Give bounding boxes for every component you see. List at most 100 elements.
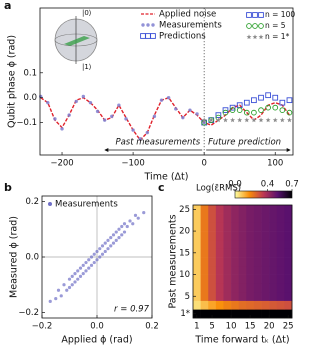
- bloch-wedge: [64, 36, 90, 46]
- point: [46, 100, 50, 105]
- heat-cell: [215, 213, 224, 223]
- heat-cell: [246, 248, 255, 258]
- x-tick-label: −200: [50, 159, 73, 169]
- heat-cell: [215, 239, 224, 249]
- point: [100, 244, 105, 248]
- heat-cell: [276, 300, 285, 310]
- heat-cell: [208, 274, 217, 284]
- legend-swatch: [141, 23, 145, 27]
- y-axis-label: Measured ϕ (rad): [9, 216, 20, 298]
- y-axis-label: Past measurements: [168, 214, 179, 308]
- point: [87, 266, 91, 270]
- point: [89, 255, 94, 259]
- point: [272, 117, 278, 123]
- point: [110, 114, 114, 119]
- y-tick-label: 0.0: [23, 93, 37, 103]
- heat-cell: [276, 231, 285, 241]
- legend-swatch: [146, 23, 150, 27]
- point: [84, 260, 88, 265]
- heat-cell: [200, 274, 209, 284]
- point: [78, 274, 83, 279]
- heat-cell: [223, 239, 232, 249]
- heat-cell: [269, 248, 278, 258]
- point: [159, 98, 164, 102]
- colorbar-label: Log(ε̄RMS): [196, 183, 241, 193]
- heat-cell: [269, 274, 278, 284]
- point: [201, 117, 207, 123]
- heat-cell: [193, 257, 201, 267]
- point: [136, 216, 140, 220]
- heat-cell: [276, 291, 285, 301]
- heat-cell: [261, 231, 270, 241]
- heat-cell: [269, 231, 278, 241]
- point: [265, 92, 271, 99]
- panel-label: c: [158, 181, 165, 194]
- heat-cell: [231, 283, 239, 293]
- point: [106, 247, 110, 251]
- heat-cell: [208, 265, 217, 275]
- point: [98, 247, 102, 251]
- heat-cell: [200, 300, 209, 310]
- heat-cell: [246, 265, 255, 275]
- legend-swatch: [246, 34, 252, 40]
- point: [76, 269, 80, 273]
- legend-swatch: [246, 23, 252, 29]
- heat-cell: [238, 239, 247, 249]
- legend-swatch: [150, 33, 156, 39]
- point: [103, 241, 107, 245]
- heat-cell: [208, 283, 217, 293]
- y-axis-label: Qubit phase ϕ (rad): [7, 35, 18, 128]
- point: [286, 97, 293, 104]
- point: [106, 238, 110, 242]
- heat-cell: [246, 274, 255, 284]
- point: [125, 224, 129, 229]
- point: [166, 95, 171, 100]
- heat-cell: [284, 291, 293, 301]
- point: [208, 117, 214, 123]
- heat-cell: [215, 265, 224, 275]
- heat-cell: [193, 283, 201, 293]
- heat-cell: [284, 205, 293, 214]
- colorbar-tick-label: 0.4: [261, 180, 275, 190]
- legend-swatch: [252, 23, 258, 29]
- heat-cell: [253, 231, 262, 241]
- plot-frame: [39, 7, 294, 156]
- heat-cell: [261, 205, 270, 214]
- heat-cell: [269, 257, 278, 267]
- heat-cell: [246, 257, 255, 267]
- heat-cell: [246, 205, 255, 214]
- heat-cell: [261, 265, 270, 275]
- heat-cell: [284, 300, 293, 310]
- legend-label: n = 100: [265, 10, 295, 19]
- heat-cell: [253, 239, 262, 249]
- point: [188, 108, 192, 112]
- heat-cell: [261, 257, 270, 267]
- point: [67, 113, 71, 117]
- x-axis-label: Time forward tₖ (Δt): [194, 335, 289, 346]
- point: [142, 211, 146, 215]
- legend-swatch: [140, 33, 146, 39]
- y-tick-label: −0.1: [16, 118, 37, 128]
- point: [92, 260, 96, 265]
- heat-cell: [200, 222, 209, 232]
- point: [81, 272, 85, 276]
- x-tick-label: −100: [121, 159, 144, 169]
- point: [73, 272, 77, 276]
- heat-cell: [253, 265, 262, 275]
- heat-cell: [223, 248, 232, 258]
- point: [76, 277, 80, 281]
- heat-cell: [253, 205, 262, 214]
- point: [98, 255, 102, 259]
- point: [81, 94, 86, 99]
- heat-cell: [193, 239, 201, 249]
- heat-cell: [208, 300, 217, 310]
- point: [120, 224, 124, 229]
- annotation: r = 0.97: [114, 305, 150, 315]
- heat-cell: [193, 213, 201, 223]
- heat-cell: [200, 248, 209, 258]
- point: [251, 109, 257, 116]
- y-tick-label: 1*: [180, 309, 190, 319]
- point: [100, 252, 105, 256]
- heat-cell: [276, 283, 285, 293]
- point: [131, 128, 135, 132]
